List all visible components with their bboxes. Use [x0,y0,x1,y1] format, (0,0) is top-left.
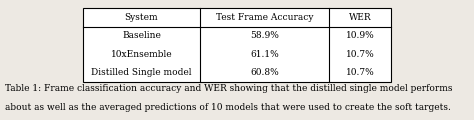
Text: 61.1%: 61.1% [250,50,279,59]
Text: System: System [125,13,158,22]
Text: WER: WER [349,13,372,22]
Text: about as well as the averaged predictions of 10 models that were used to create : about as well as the averaged prediction… [5,103,451,113]
Text: 10xEnsemble: 10xEnsemble [110,50,173,59]
Text: 58.9%: 58.9% [250,31,279,40]
Text: 60.8%: 60.8% [250,68,279,77]
Text: Test Frame Accuracy: Test Frame Accuracy [216,13,313,22]
Text: Table 1: Frame classification accuracy and WER showing that the distilled single: Table 1: Frame classification accuracy a… [5,84,452,93]
Text: 10.7%: 10.7% [346,68,374,77]
Text: 10.7%: 10.7% [346,50,374,59]
Text: Baseline: Baseline [122,31,161,40]
Text: Distilled Single model: Distilled Single model [91,68,192,77]
Text: 10.9%: 10.9% [346,31,374,40]
